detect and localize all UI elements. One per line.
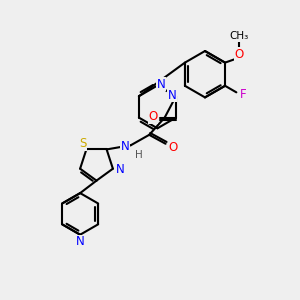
- Text: S: S: [79, 137, 86, 150]
- Text: N: N: [168, 88, 177, 101]
- Text: F: F: [240, 88, 246, 101]
- Text: H: H: [135, 150, 143, 160]
- Text: N: N: [157, 78, 165, 91]
- Text: O: O: [148, 110, 158, 123]
- Text: CH₃: CH₃: [230, 32, 249, 41]
- Text: N: N: [76, 235, 85, 248]
- Text: O: O: [169, 141, 178, 154]
- Text: N: N: [121, 140, 129, 153]
- Text: N: N: [116, 163, 124, 176]
- Text: O: O: [234, 48, 244, 61]
